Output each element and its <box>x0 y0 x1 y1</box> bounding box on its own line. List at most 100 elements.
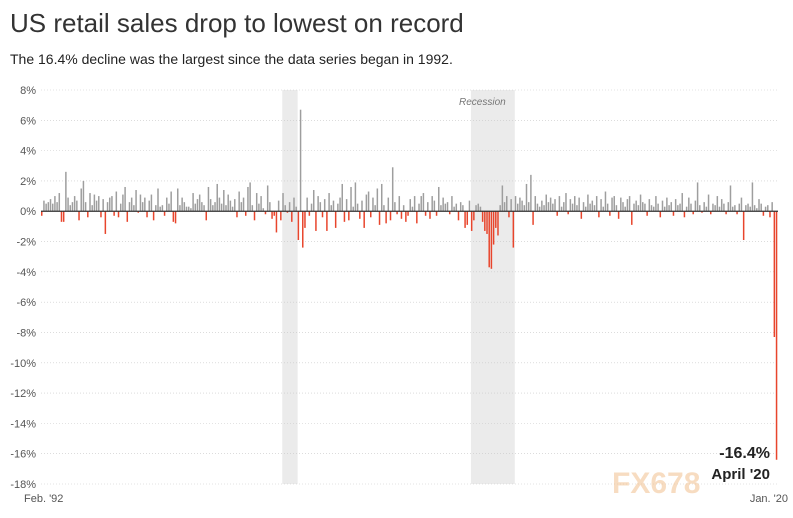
y-tick-label: -10% <box>10 358 36 370</box>
bar <box>71 202 74 212</box>
bar <box>519 197 521 212</box>
bar <box>764 206 767 212</box>
bar <box>466 211 469 225</box>
bar <box>444 203 447 212</box>
bar <box>729 185 732 212</box>
bar <box>212 205 214 212</box>
bar <box>288 202 291 212</box>
bar <box>440 205 442 212</box>
bar <box>716 196 719 212</box>
bar <box>196 199 199 212</box>
y-tick-label: -4% <box>16 267 36 279</box>
bar <box>571 203 574 212</box>
bar <box>387 197 390 212</box>
bar <box>642 202 644 212</box>
bar <box>51 203 54 212</box>
bar <box>374 205 376 212</box>
bar <box>62 211 65 222</box>
bar <box>286 211 289 213</box>
y-tick-label: 2% <box>20 176 36 188</box>
bar <box>394 202 396 212</box>
bar <box>699 205 701 212</box>
bar <box>78 211 80 221</box>
bar <box>242 197 245 212</box>
bar <box>159 206 161 212</box>
bar <box>284 205 286 212</box>
chart-subtitle: The 16.4% decline was the largest since … <box>10 51 453 67</box>
recession-label: Recession <box>459 97 506 108</box>
bar <box>205 211 208 221</box>
bar <box>655 196 657 212</box>
recession-band <box>282 90 298 484</box>
bar <box>319 202 322 212</box>
bar <box>622 202 624 212</box>
bar <box>723 203 725 212</box>
bar <box>43 200 45 212</box>
bar <box>157 188 159 212</box>
bar <box>547 202 550 212</box>
bar <box>611 197 613 212</box>
bar <box>135 190 137 212</box>
bar <box>168 203 170 212</box>
bar <box>383 205 385 212</box>
bar <box>310 203 313 212</box>
bar <box>595 196 598 212</box>
bar <box>190 208 192 212</box>
bar <box>552 203 554 212</box>
bar <box>249 182 251 212</box>
bar <box>166 197 168 212</box>
bar <box>391 167 394 212</box>
bar <box>291 211 293 222</box>
bar <box>341 183 343 212</box>
bar <box>536 203 539 212</box>
bar <box>532 211 534 225</box>
bar <box>516 203 519 212</box>
bar <box>560 206 563 212</box>
watermark-text: FX678 <box>612 467 700 500</box>
bar <box>679 203 681 212</box>
bar <box>541 200 543 212</box>
bar <box>161 205 164 212</box>
bar <box>47 202 50 212</box>
bar <box>479 206 482 212</box>
bar <box>477 203 479 212</box>
bar <box>486 211 488 234</box>
bar <box>416 211 418 224</box>
bar <box>464 211 466 228</box>
bar <box>69 205 72 212</box>
bar <box>589 203 591 212</box>
bar <box>473 211 475 221</box>
bar <box>512 211 515 248</box>
bar <box>407 211 409 216</box>
bar <box>104 211 107 234</box>
bar <box>400 211 403 219</box>
bar <box>424 211 427 216</box>
bar <box>332 200 335 212</box>
bar <box>747 203 749 212</box>
y-tick-label: 0% <box>20 206 36 218</box>
bar <box>710 211 712 215</box>
bar <box>521 200 523 212</box>
bar <box>216 183 218 212</box>
bar <box>220 203 223 212</box>
bar <box>380 183 383 212</box>
bar <box>106 202 109 212</box>
bar <box>413 196 416 212</box>
bar <box>218 197 221 212</box>
bar <box>150 194 153 212</box>
bar <box>402 205 405 212</box>
bar <box>385 211 387 224</box>
bar <box>227 194 229 212</box>
bar <box>749 206 751 212</box>
bar <box>225 205 227 212</box>
bar <box>591 200 594 212</box>
bar <box>438 186 440 212</box>
bar <box>343 211 346 222</box>
bar <box>606 203 609 212</box>
chart-title: US retail sales drop to lowest on record <box>10 8 464 38</box>
bar <box>578 197 580 212</box>
y-tick-label: -16% <box>10 449 36 461</box>
bar <box>76 200 78 212</box>
bar <box>459 202 462 212</box>
bar <box>604 191 607 212</box>
